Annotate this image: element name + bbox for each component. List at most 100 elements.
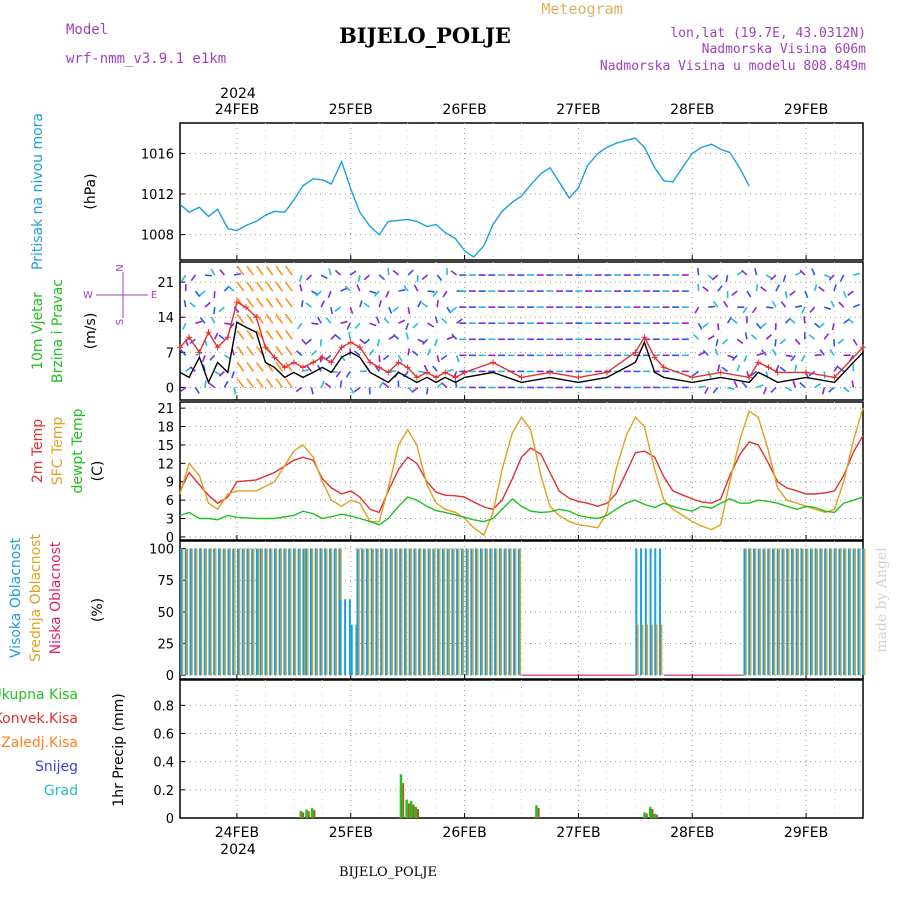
model-altitude-text: Nadmorska Visina u modelu 808.849m: [600, 59, 866, 74]
gust-marker: [224, 334, 231, 341]
wind-arrow: [814, 383, 821, 389]
mid-cloud-bar: [835, 548, 837, 676]
high-cloud-bar: [862, 548, 865, 676]
wind-arrow: [296, 322, 303, 330]
wind-arrow: [255, 313, 264, 324]
wind-arrow: [204, 274, 213, 277]
gust-marker: [290, 359, 297, 366]
mid-cloud-bar: [754, 548, 757, 676]
cloud-unit: (%): [90, 598, 106, 622]
mid-cloud-bar: [462, 548, 465, 676]
wind-arrow: [363, 274, 371, 281]
wind-arrow: [190, 274, 197, 282]
wind-arrow: [762, 387, 767, 395]
bottom-x-tick-label: 27FEB: [556, 825, 600, 841]
mid-cloud-bar: [382, 548, 384, 676]
high-cloud-bar: [350, 624, 353, 676]
wind-arrow: [345, 370, 351, 378]
wind-arrow: [233, 387, 237, 395]
wind-arrow: [697, 268, 700, 276]
wind-arrow: [275, 313, 284, 324]
wind-arrow: [265, 265, 274, 276]
wind-arrow: [285, 297, 293, 308]
mid-cloud-bar: [646, 624, 649, 676]
wind-arrow: [750, 370, 758, 377]
wind-arrow: [851, 380, 855, 388]
mid-cloud-bar: [792, 548, 795, 676]
wind-arrow: [311, 290, 318, 296]
wind-arrow: [411, 350, 419, 356]
wind-arrow: [275, 345, 284, 356]
wind-arrow: [789, 318, 796, 324]
high-cloud-bar: [348, 599, 351, 676]
wind-arrow: [275, 265, 284, 276]
wind-arrow: [301, 300, 304, 308]
precip-bar-conv: [302, 812, 305, 818]
wind-arrow: [327, 290, 332, 298]
wind-arrow: [847, 290, 854, 296]
high-cloud-bar: [427, 548, 430, 676]
gust-marker: [385, 369, 392, 376]
wind-arrow: [295, 386, 303, 393]
y-tick-label: 21: [157, 402, 174, 417]
mid-cloud-bar: [491, 548, 493, 676]
wind-arrow: [275, 378, 284, 388]
mid-cloud-bar: [321, 548, 323, 676]
wind-arrow: [432, 290, 438, 298]
wind-arrow: [325, 317, 332, 324]
wind-arrow: [246, 345, 255, 356]
wind-arrow: [275, 362, 284, 372]
mid-cloud-bar: [651, 624, 653, 676]
wind-arrow: [223, 285, 230, 292]
top-x-tick-label: 27FEB: [556, 102, 600, 118]
precip-ylabel: 1hr Precip (mm): [111, 693, 127, 806]
wind-arrow: [320, 274, 328, 280]
high-cloud-bar: [757, 548, 760, 676]
gust-marker: [651, 354, 658, 361]
y-tick-label: 25: [157, 638, 174, 653]
high-cloud-bar: [251, 548, 254, 676]
mid-cloud-bar: [656, 624, 658, 676]
wind-arrow: [204, 301, 211, 308]
wind-arrow: [363, 338, 371, 345]
wind-arrow: [741, 269, 748, 276]
y-tick-label: 1016: [141, 147, 174, 162]
precip-bar-total: [648, 806, 652, 818]
gust-marker: [641, 334, 648, 341]
wind-arrow: [780, 301, 787, 308]
gust-marker: [214, 344, 221, 351]
wind-arrow: [201, 355, 206, 363]
top-x-tick-label: 29FEB: [784, 102, 828, 118]
gust-marker: [774, 369, 781, 376]
wind-arrow: [733, 380, 738, 388]
y-tick-label: 1008: [141, 229, 174, 244]
high-cloud-bar: [838, 548, 841, 676]
high-cloud-bar: [659, 548, 662, 676]
wind-arrow: [412, 386, 419, 393]
mid-cloud-bar: [472, 548, 474, 676]
wind-arrow: [771, 300, 777, 308]
high-cloud-bar: [264, 548, 267, 676]
wind-arrow: [823, 371, 826, 379]
wind-arrow: [236, 378, 245, 388]
wind-arrow: [755, 284, 759, 292]
high-cloud-bar: [644, 548, 647, 676]
y-tick-label: 1012: [141, 188, 174, 203]
high-cloud-bar: [273, 548, 276, 676]
high-cloud-bar: [475, 548, 478, 676]
wind-arrow: [219, 269, 226, 276]
high-cloud-bar: [370, 548, 373, 676]
bottom-x-tick-label: 28FEB: [670, 825, 714, 841]
gust-marker: [452, 374, 459, 381]
mid-cloud-bar: [405, 548, 408, 676]
wind-arrow: [775, 284, 780, 292]
wind-arrow: [255, 378, 264, 388]
wind-arrow: [831, 323, 835, 331]
wind-arrow: [246, 378, 255, 388]
wind-arrow: [255, 281, 264, 292]
wind-arrow: [432, 365, 438, 372]
gust-marker: [319, 354, 326, 361]
wind-arrow: [339, 380, 343, 388]
wind-arrow: [446, 368, 454, 373]
wind-arrow: [814, 354, 822, 357]
